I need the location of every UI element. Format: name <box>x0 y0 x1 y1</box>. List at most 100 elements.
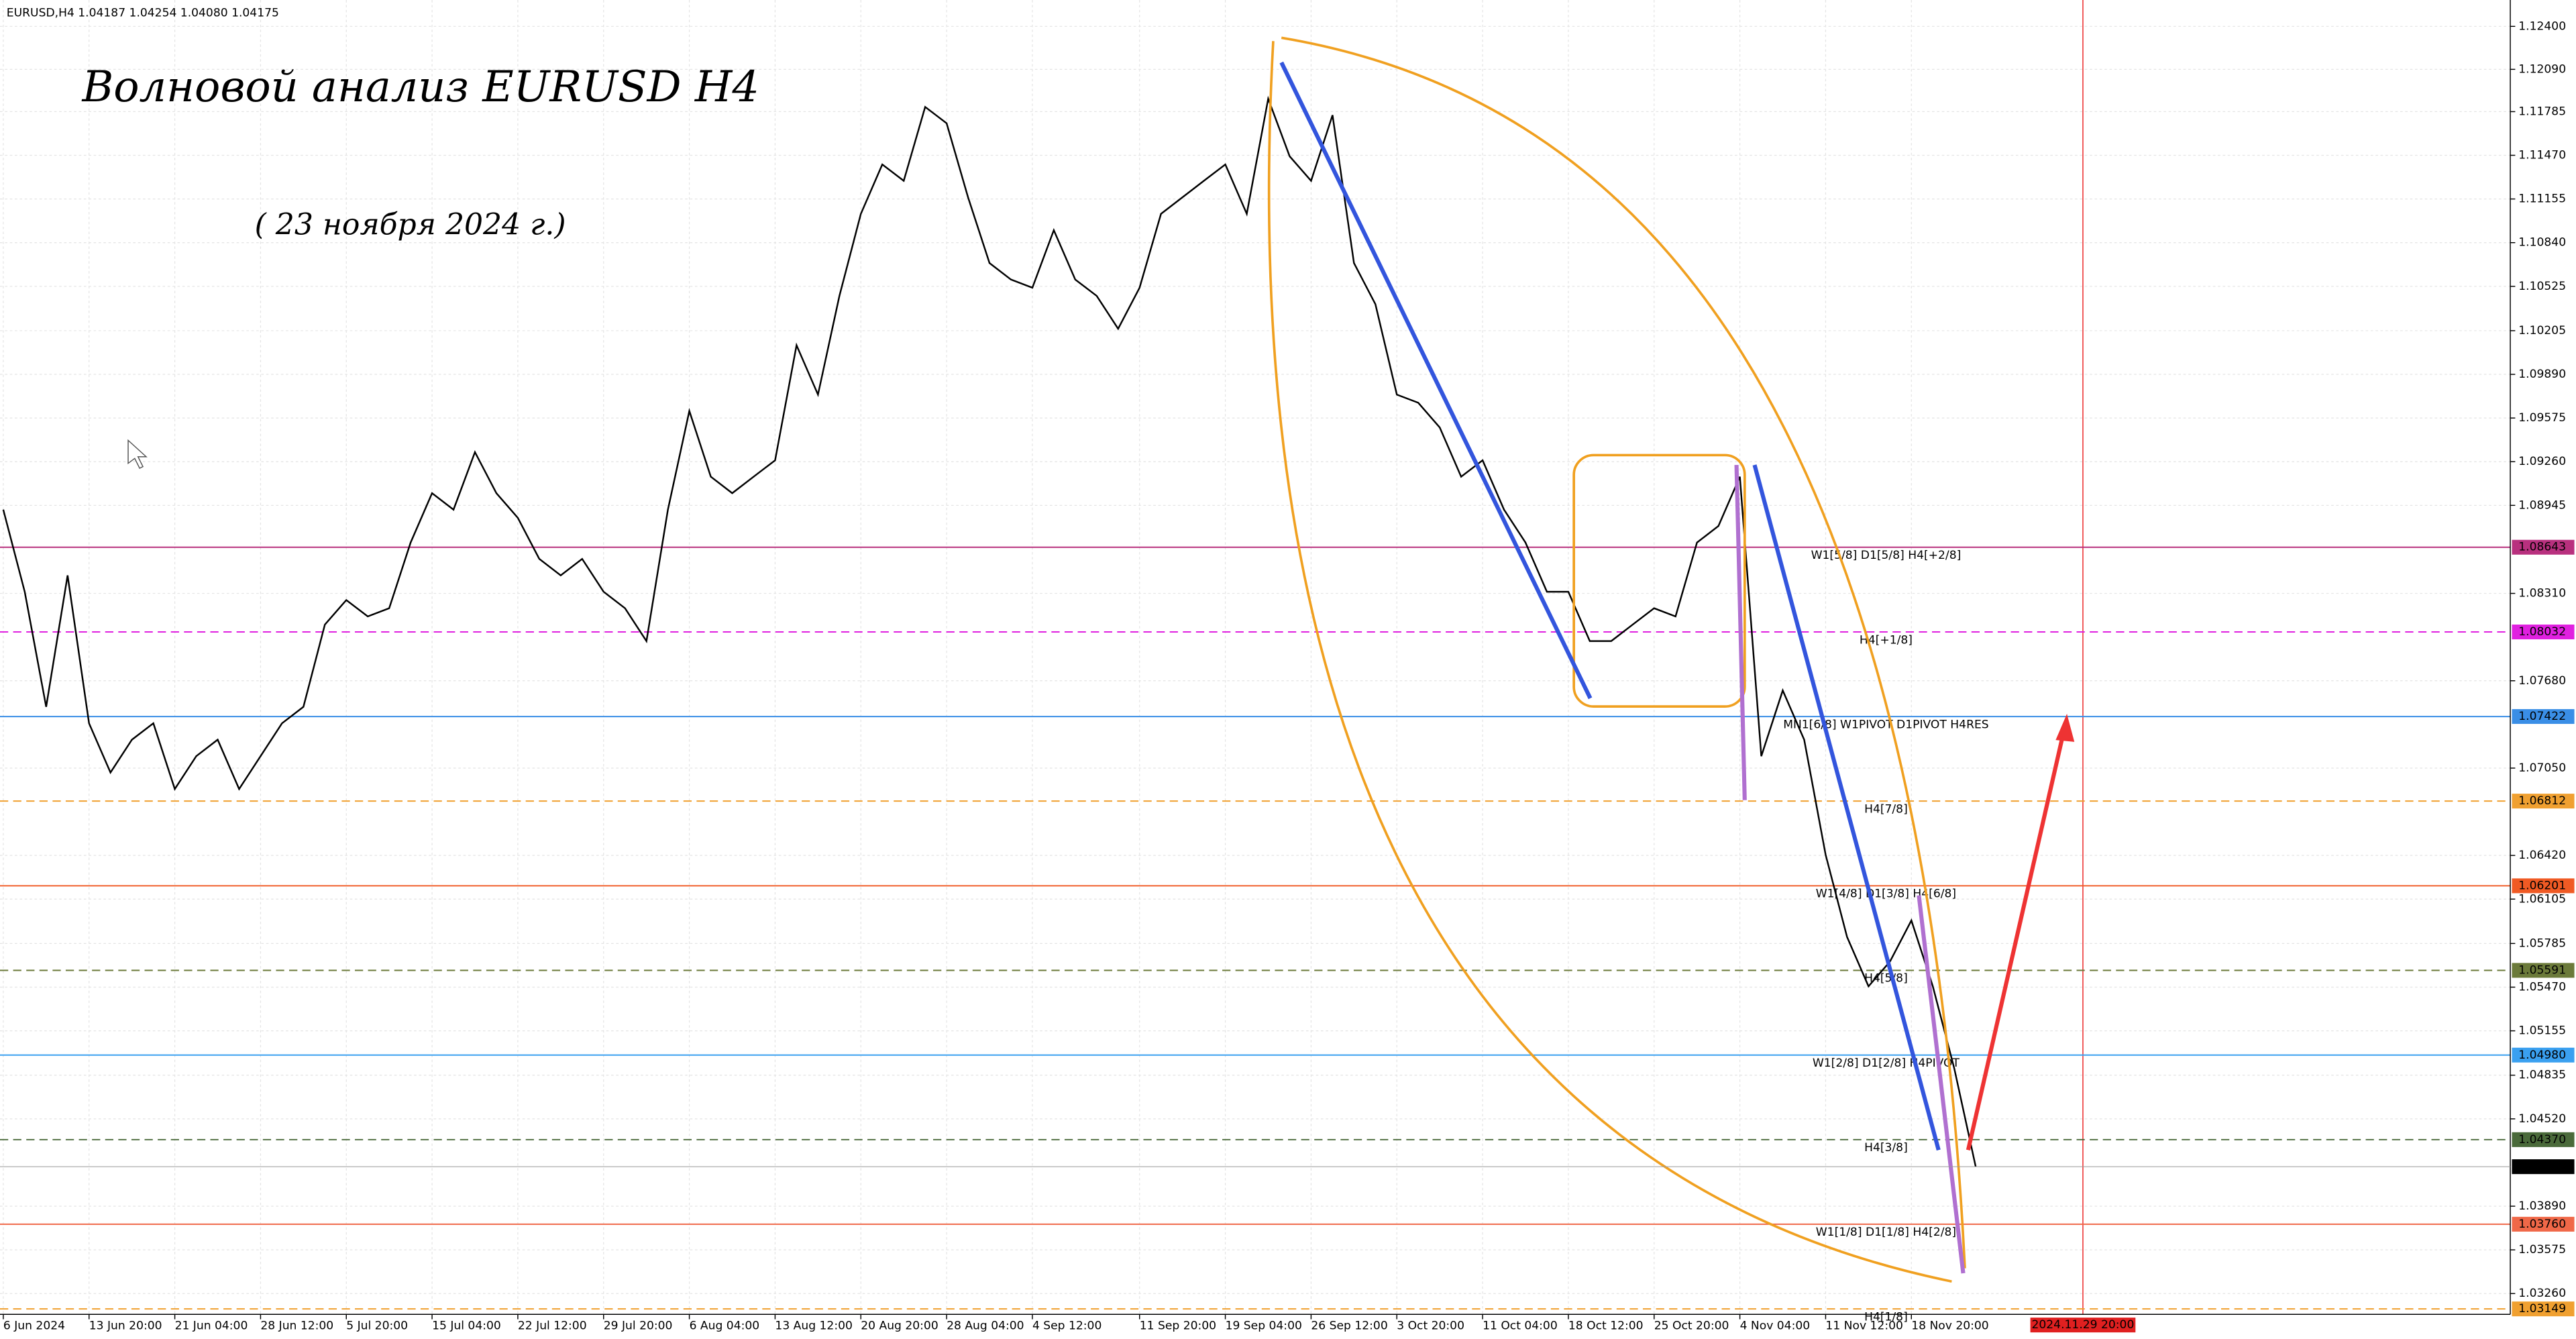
annotations <box>127 36 2075 1283</box>
last-price-label: 1.04175 <box>2518 1160 2566 1173</box>
x-tick-label: 20 Aug 20:00 <box>861 1319 938 1332</box>
wave-line <box>1752 464 1941 1151</box>
y-tick-label: 1.05470 <box>2518 980 2566 994</box>
y-tick-label: 1.11785 <box>2518 105 2566 118</box>
date-marker-label: 2024.11.29 20:00 <box>2032 1318 2135 1332</box>
level-price-label: 1.05591 <box>2518 963 2566 977</box>
y-tick-label: 1.10205 <box>2518 324 2566 337</box>
y-tick-label: 1.03575 <box>2518 1243 2566 1256</box>
y-tick-label: 1.11470 <box>2518 149 2566 162</box>
level-price-box <box>2512 1047 2575 1063</box>
y-tick-label: 1.04520 <box>2518 1112 2566 1126</box>
y-tick-label: 1.08310 <box>2518 587 2566 600</box>
x-tick-label: 11 Oct 04:00 <box>1483 1319 1558 1332</box>
level-price-label: 1.07422 <box>2518 710 2566 723</box>
fan-arc-right <box>1281 36 1966 1269</box>
y-tick-label: 1.05785 <box>2518 936 2566 950</box>
x-tick-label: 6 Aug 04:00 <box>690 1319 760 1332</box>
x-tick-label: 29 Jul 20:00 <box>604 1319 673 1332</box>
x-tick-label: 28 Aug 04:00 <box>947 1319 1024 1332</box>
level-name: W1[2/8] D1[2/8] H4PIVOT <box>1813 1057 1960 1070</box>
chart-header: EURUSD,H4 1.04187 1.04254 1.04080 1.0417… <box>7 7 279 20</box>
x-tick-label: 6 Jun 2024 <box>3 1319 65 1332</box>
level-price-label: 1.03149 <box>2518 1302 2566 1316</box>
x-tick-label: 26 Sep 12:00 <box>1311 1319 1387 1332</box>
price-line <box>2 95 1977 1167</box>
wave-line <box>1279 61 1593 700</box>
level-name: H4[7/8] <box>1864 802 1908 816</box>
y-tick-label: 1.07680 <box>2518 674 2566 688</box>
x-tick-label: 18 Oct 12:00 <box>1568 1319 1644 1332</box>
x-tick-label: 28 Jun 12:00 <box>260 1319 333 1332</box>
x-tick-label: 3 Oct 20:00 <box>1397 1319 1464 1332</box>
x-tick-label: 25 Oct 20:00 <box>1654 1319 1729 1332</box>
level-name: H4[1/8] <box>1864 1310 1908 1324</box>
y-tick-label: 1.05155 <box>2518 1024 2566 1038</box>
y-tick-label: 1.06420 <box>2518 849 2566 862</box>
date-marker-box <box>2030 1318 2136 1333</box>
level-price-box <box>2512 963 2575 978</box>
level-name: H4[3/8] <box>1864 1141 1908 1155</box>
x-tick-label: 11 Nov 12:00 <box>1825 1319 1902 1332</box>
level-name: W1[1/8] D1[1/8] H4[2/8] <box>1816 1226 1956 1239</box>
y-tick-label: 1.10525 <box>2518 280 2566 293</box>
level-price-box <box>2512 794 2575 809</box>
x-tick-label: 11 Sep 20:00 <box>1140 1319 1216 1332</box>
x-tick-label: 13 Jun 20:00 <box>89 1319 162 1332</box>
y-tick-label: 1.09575 <box>2518 411 2566 425</box>
y-tick-label: 1.10840 <box>2518 236 2566 250</box>
y-tick-label: 1.08945 <box>2518 498 2566 512</box>
level-price-box <box>2512 1216 2575 1232</box>
chart-title: Волновой анализ EURUSD H4 <box>81 62 759 112</box>
wave-line <box>1917 895 1966 1274</box>
y-tick-label: 1.12090 <box>2518 62 2566 76</box>
level-name: MN1[6/8] W1PIVOT D1PIVOT H4RES <box>1783 718 1988 731</box>
y-tick-label: 1.11155 <box>2518 193 2566 206</box>
y-tick-label: 1.04835 <box>2518 1069 2566 1082</box>
y-tick-label: 1.09260 <box>2518 455 2566 468</box>
x-tick-label: 21 Jun 04:00 <box>175 1319 248 1332</box>
x-tick-label: 15 Jul 04:00 <box>432 1319 501 1332</box>
level-price-label: 1.08032 <box>2518 625 2566 639</box>
level-price-box <box>2512 709 2575 725</box>
level-name: H4[+1/8] <box>1860 633 1913 647</box>
cursor <box>127 439 148 469</box>
x-tick-label: 4 Sep 12:00 <box>1032 1319 1102 1332</box>
level-price-label: 1.06201 <box>2518 879 2566 892</box>
forecast-arrow <box>1966 732 2065 1151</box>
level-name: W1[5/8] D1[5/8] H4[+2/8] <box>1811 549 1962 562</box>
level-price-box <box>2512 1132 2575 1147</box>
level-price-box <box>2512 539 2575 555</box>
y-tick-label: 1.03260 <box>2518 1287 2566 1300</box>
y-tick-label: 1.03890 <box>2518 1199 2566 1213</box>
x-tick-label: 5 Jul 20:00 <box>346 1319 408 1332</box>
level-price-label: 1.06812 <box>2518 794 2566 808</box>
y-tick-label: 1.12400 <box>2518 19 2566 33</box>
x-tick-label: 18 Nov 20:00 <box>1911 1319 1988 1332</box>
level-price-box <box>2512 624 2575 640</box>
x-tick-label: 22 Jul 12:00 <box>518 1319 587 1332</box>
fan-arc-left <box>1267 41 1952 1283</box>
wave-line <box>1734 465 1747 800</box>
level-price-box <box>2512 1301 2575 1317</box>
axes <box>0 0 2511 1315</box>
level-price-box <box>2512 878 2575 894</box>
x-tick-label: 19 Sep 04:00 <box>1226 1319 1302 1332</box>
chart-subtitle: ( 23 ноября 2024 г.) <box>255 208 566 242</box>
y-tick-label: 1.07050 <box>2518 761 2566 775</box>
y-tick-label: 1.09890 <box>2518 368 2566 381</box>
price <box>2 95 1977 1167</box>
level-price-label: 1.03760 <box>2518 1218 2566 1231</box>
arrow-head <box>2055 714 2075 742</box>
y-tick-label: 1.06105 <box>2518 892 2566 906</box>
grid <box>0 0 2511 1315</box>
x-tick-label: 13 Aug 12:00 <box>775 1319 852 1332</box>
last-price-box <box>2512 1159 2575 1175</box>
level-price-label: 1.08643 <box>2518 541 2566 554</box>
level-price-label: 1.04370 <box>2518 1133 2566 1146</box>
x-tick-label: 4 Nov 04:00 <box>1740 1319 1811 1332</box>
